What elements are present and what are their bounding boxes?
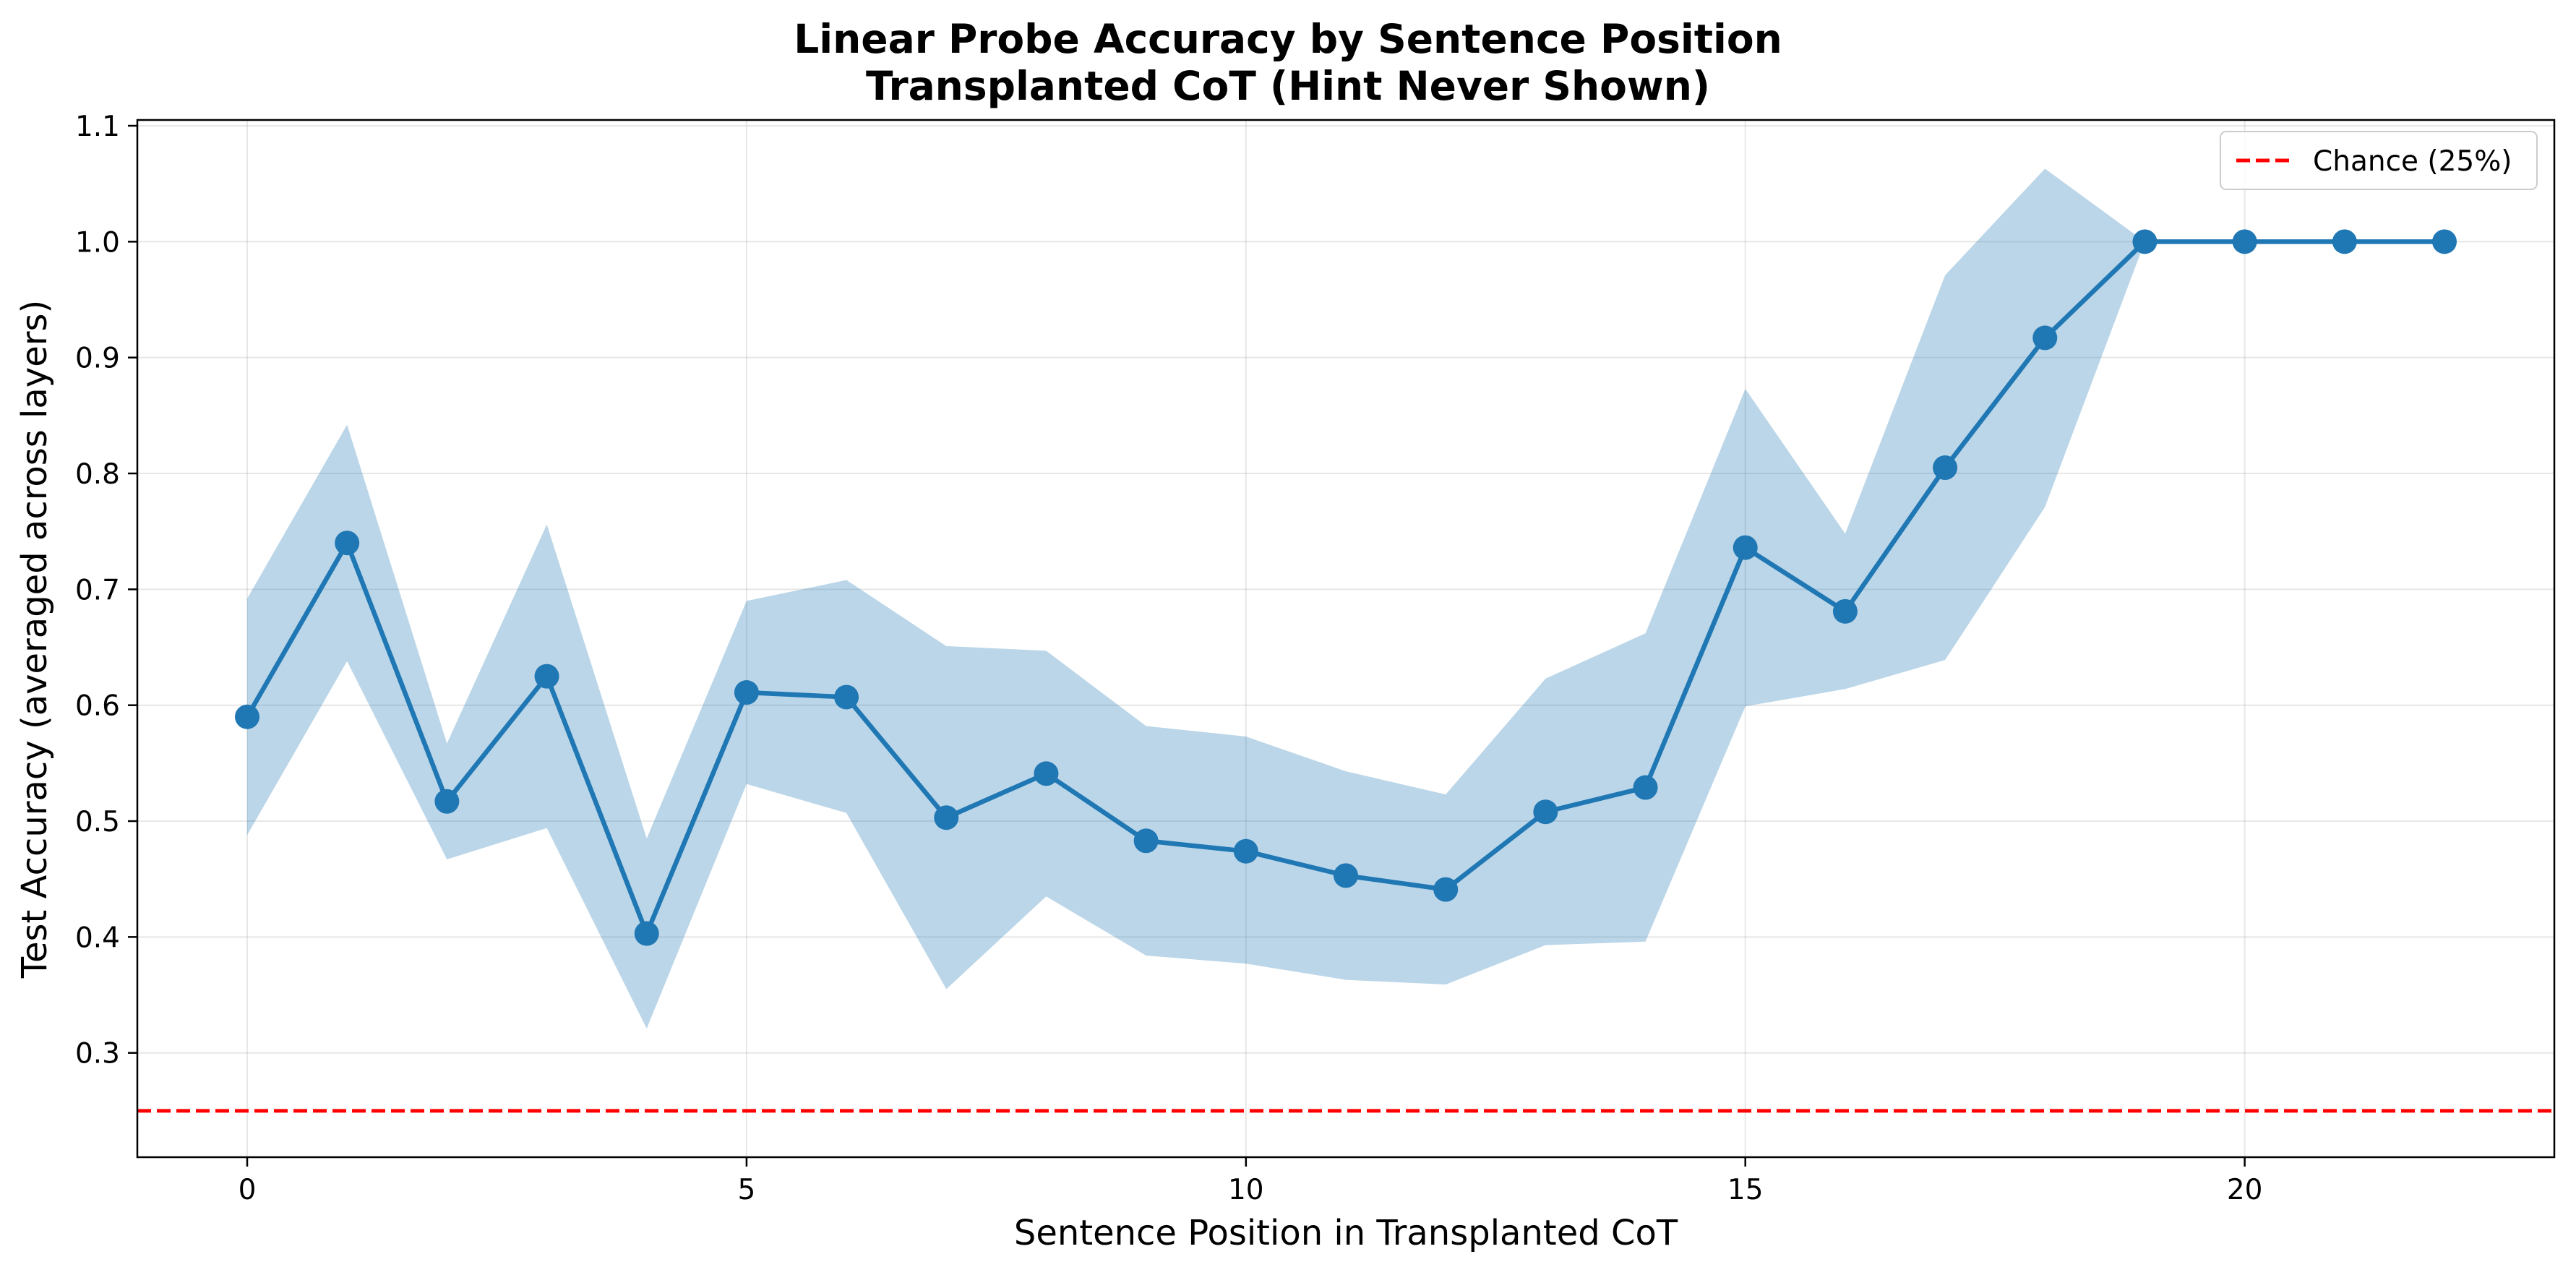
x-tick-label: 0 bbox=[239, 1174, 257, 1206]
data-point bbox=[2432, 229, 2457, 254]
y-axis-label: Test Accuracy (averaged across layers) bbox=[14, 300, 55, 979]
data-point bbox=[2332, 229, 2357, 254]
data-point bbox=[1133, 828, 1159, 854]
data-point bbox=[1933, 455, 1958, 481]
data-point bbox=[834, 684, 859, 710]
y-tick-label: 1.1 bbox=[75, 111, 120, 143]
data-point bbox=[1733, 535, 1758, 560]
data-point bbox=[1533, 799, 1558, 825]
data-point bbox=[434, 789, 460, 814]
y-tick-label: 0.5 bbox=[75, 806, 120, 838]
data-point bbox=[634, 921, 659, 946]
data-point bbox=[2032, 325, 2058, 351]
ticks: 0 5 10 15 20 0.3 0.4 0.5 0.6 0.7 0.8 0.9 1.0 1.1 bbox=[75, 111, 2262, 1206]
y-tick-label: 0.4 bbox=[75, 922, 120, 954]
chart-title: Linear Probe Accuracy by Sentence Positi… bbox=[794, 16, 1782, 62]
data-point bbox=[235, 704, 259, 729]
plot-frame bbox=[136, 119, 2556, 1159]
data-point bbox=[734, 680, 759, 705]
y-tick-label: 0.8 bbox=[75, 458, 120, 491]
x-axis-label: Sentence Position in Transplanted CoT bbox=[1014, 1213, 1678, 1253]
confidence-band bbox=[247, 168, 2444, 1029]
x-tick-label: 20 bbox=[2227, 1174, 2263, 1206]
y-tick-label: 1.0 bbox=[75, 226, 120, 259]
data-point bbox=[1233, 838, 1258, 864]
data-point bbox=[2232, 229, 2257, 254]
chart-subtitle: Transplanted CoT (Hint Never Shown) bbox=[866, 63, 1710, 109]
x-tick-label: 15 bbox=[1727, 1174, 1764, 1206]
data-point bbox=[1334, 863, 1358, 888]
legend-entry-label: Chance (25%) bbox=[2313, 145, 2512, 178]
y-tick-label: 0.7 bbox=[75, 574, 120, 606]
legend-box bbox=[2220, 131, 2538, 190]
y-tick-label: 0.6 bbox=[75, 690, 120, 723]
data-point bbox=[1633, 775, 1658, 800]
data-point bbox=[1433, 877, 1459, 902]
data-point bbox=[934, 805, 959, 830]
data-point bbox=[534, 664, 559, 689]
data-point bbox=[335, 531, 360, 556]
confidence-band-area bbox=[247, 168, 2444, 1029]
x-tick-label: 10 bbox=[1228, 1174, 1264, 1206]
y-tick-label: 0.9 bbox=[75, 343, 120, 375]
x-tick-label: 5 bbox=[737, 1174, 755, 1206]
data-point bbox=[2132, 229, 2158, 254]
legend: Chance (25%) bbox=[2220, 131, 2538, 190]
series-layer bbox=[235, 229, 2457, 946]
axes bbox=[136, 119, 2556, 1159]
data-point bbox=[1832, 598, 1858, 624]
y-tick-label: 0.3 bbox=[75, 1038, 120, 1070]
data-point bbox=[1034, 761, 1059, 786]
